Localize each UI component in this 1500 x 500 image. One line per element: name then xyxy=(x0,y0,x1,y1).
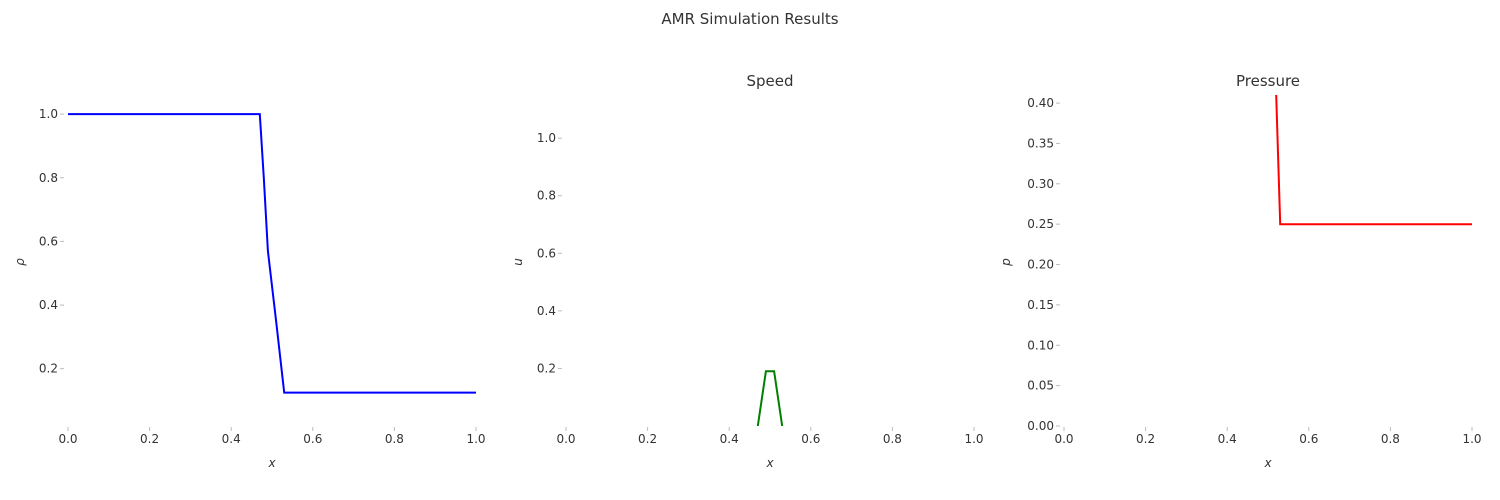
pressure-x-tick-label: 0.6 xyxy=(1299,432,1318,446)
speed-y-tick-label: 0.2 xyxy=(537,361,556,375)
pressure-panel: Pressure x p 0.0 0.2 0.4 0.6 0.8 1.0 0.00 0.05 0… xyxy=(999,72,1482,470)
speed-x-tick-label: 0.6 xyxy=(801,432,820,446)
pressure-panel-title: Pressure xyxy=(1236,72,1300,90)
pressure-y-tick-label: 0.10 xyxy=(1027,338,1054,352)
density-y-axis-label: ρ xyxy=(13,258,27,266)
pressure-x-tick-label: 1.0 xyxy=(1462,432,1481,446)
density-x-tick-label: 0.6 xyxy=(303,432,322,446)
speed-x-tick-label: 0.4 xyxy=(720,432,739,446)
speed-y-tick-label: 0.8 xyxy=(537,189,556,203)
density-y-tick-label: 0.2 xyxy=(39,362,58,376)
pressure-y-tick-label: 0.35 xyxy=(1027,136,1054,150)
density-x-tick-label: 1.0 xyxy=(466,432,485,446)
pressure-y-axis-label: p xyxy=(999,258,1013,267)
density-x-tick-label: 0.8 xyxy=(385,432,404,446)
pressure-x-tick-label: 0.4 xyxy=(1218,432,1237,446)
pressure-x-tick-label: 0.2 xyxy=(1136,432,1155,446)
figure-title: AMR Simulation Results xyxy=(661,10,838,28)
speed-series-line xyxy=(756,370,784,427)
speed-y-tick-label: 1.0 xyxy=(537,131,556,145)
density-x-tick-label: 0.0 xyxy=(58,432,77,446)
density-y-tick-label: 1.0 xyxy=(39,107,58,121)
pressure-series-line xyxy=(1275,94,1472,226)
speed-x-tick-label: 0.8 xyxy=(883,432,902,446)
density-y-tick-label: 0.6 xyxy=(39,234,58,248)
pressure-y-tick-label: 0.05 xyxy=(1027,379,1054,393)
speed-x-tick-label: 0.0 xyxy=(556,432,575,446)
speed-panel: Speed x u 0.0 0.2 0.4 0.6 0.8 1.0 0.2 0.4 0.6 0.8… xyxy=(511,72,984,470)
pressure-y-tick-label: 0.20 xyxy=(1027,258,1054,272)
pressure-y-tick-label: 0.00 xyxy=(1027,419,1054,433)
pressure-y-tick-label: 0.25 xyxy=(1027,217,1054,231)
pressure-x-tick-label: 0.8 xyxy=(1381,432,1400,446)
pressure-x-tick-label: 0.0 xyxy=(1054,432,1073,446)
speed-y-tick-label: 0.6 xyxy=(537,246,556,260)
speed-x-axis-label: x xyxy=(765,456,774,470)
density-x-axis-label: x xyxy=(267,456,276,470)
density-x-tick-label: 0.4 xyxy=(222,432,241,446)
density-y-tick-label: 0.4 xyxy=(39,298,58,312)
density-series-line xyxy=(68,113,476,394)
density-y-tick-label: 0.8 xyxy=(39,171,58,185)
speed-y-axis-label: u xyxy=(511,258,525,266)
pressure-y-tick-label: 0.15 xyxy=(1027,298,1054,312)
density-panel: x ρ 0.0 0.2 0.4 0.6 0.8 1.0 0.2 0.4 0.6 0.8 1.0 xyxy=(13,107,486,470)
speed-x-tick-label: 1.0 xyxy=(964,432,983,446)
pressure-y-tick-label: 0.40 xyxy=(1027,96,1054,110)
pressure-x-axis-label: x xyxy=(1263,456,1272,470)
speed-y-tick-label: 0.4 xyxy=(537,304,556,318)
pressure-y-tick-label: 0.30 xyxy=(1027,177,1054,191)
speed-x-tick-label: 0.2 xyxy=(638,432,657,446)
speed-panel-title: Speed xyxy=(746,72,793,90)
density-x-tick-label: 0.2 xyxy=(140,432,159,446)
